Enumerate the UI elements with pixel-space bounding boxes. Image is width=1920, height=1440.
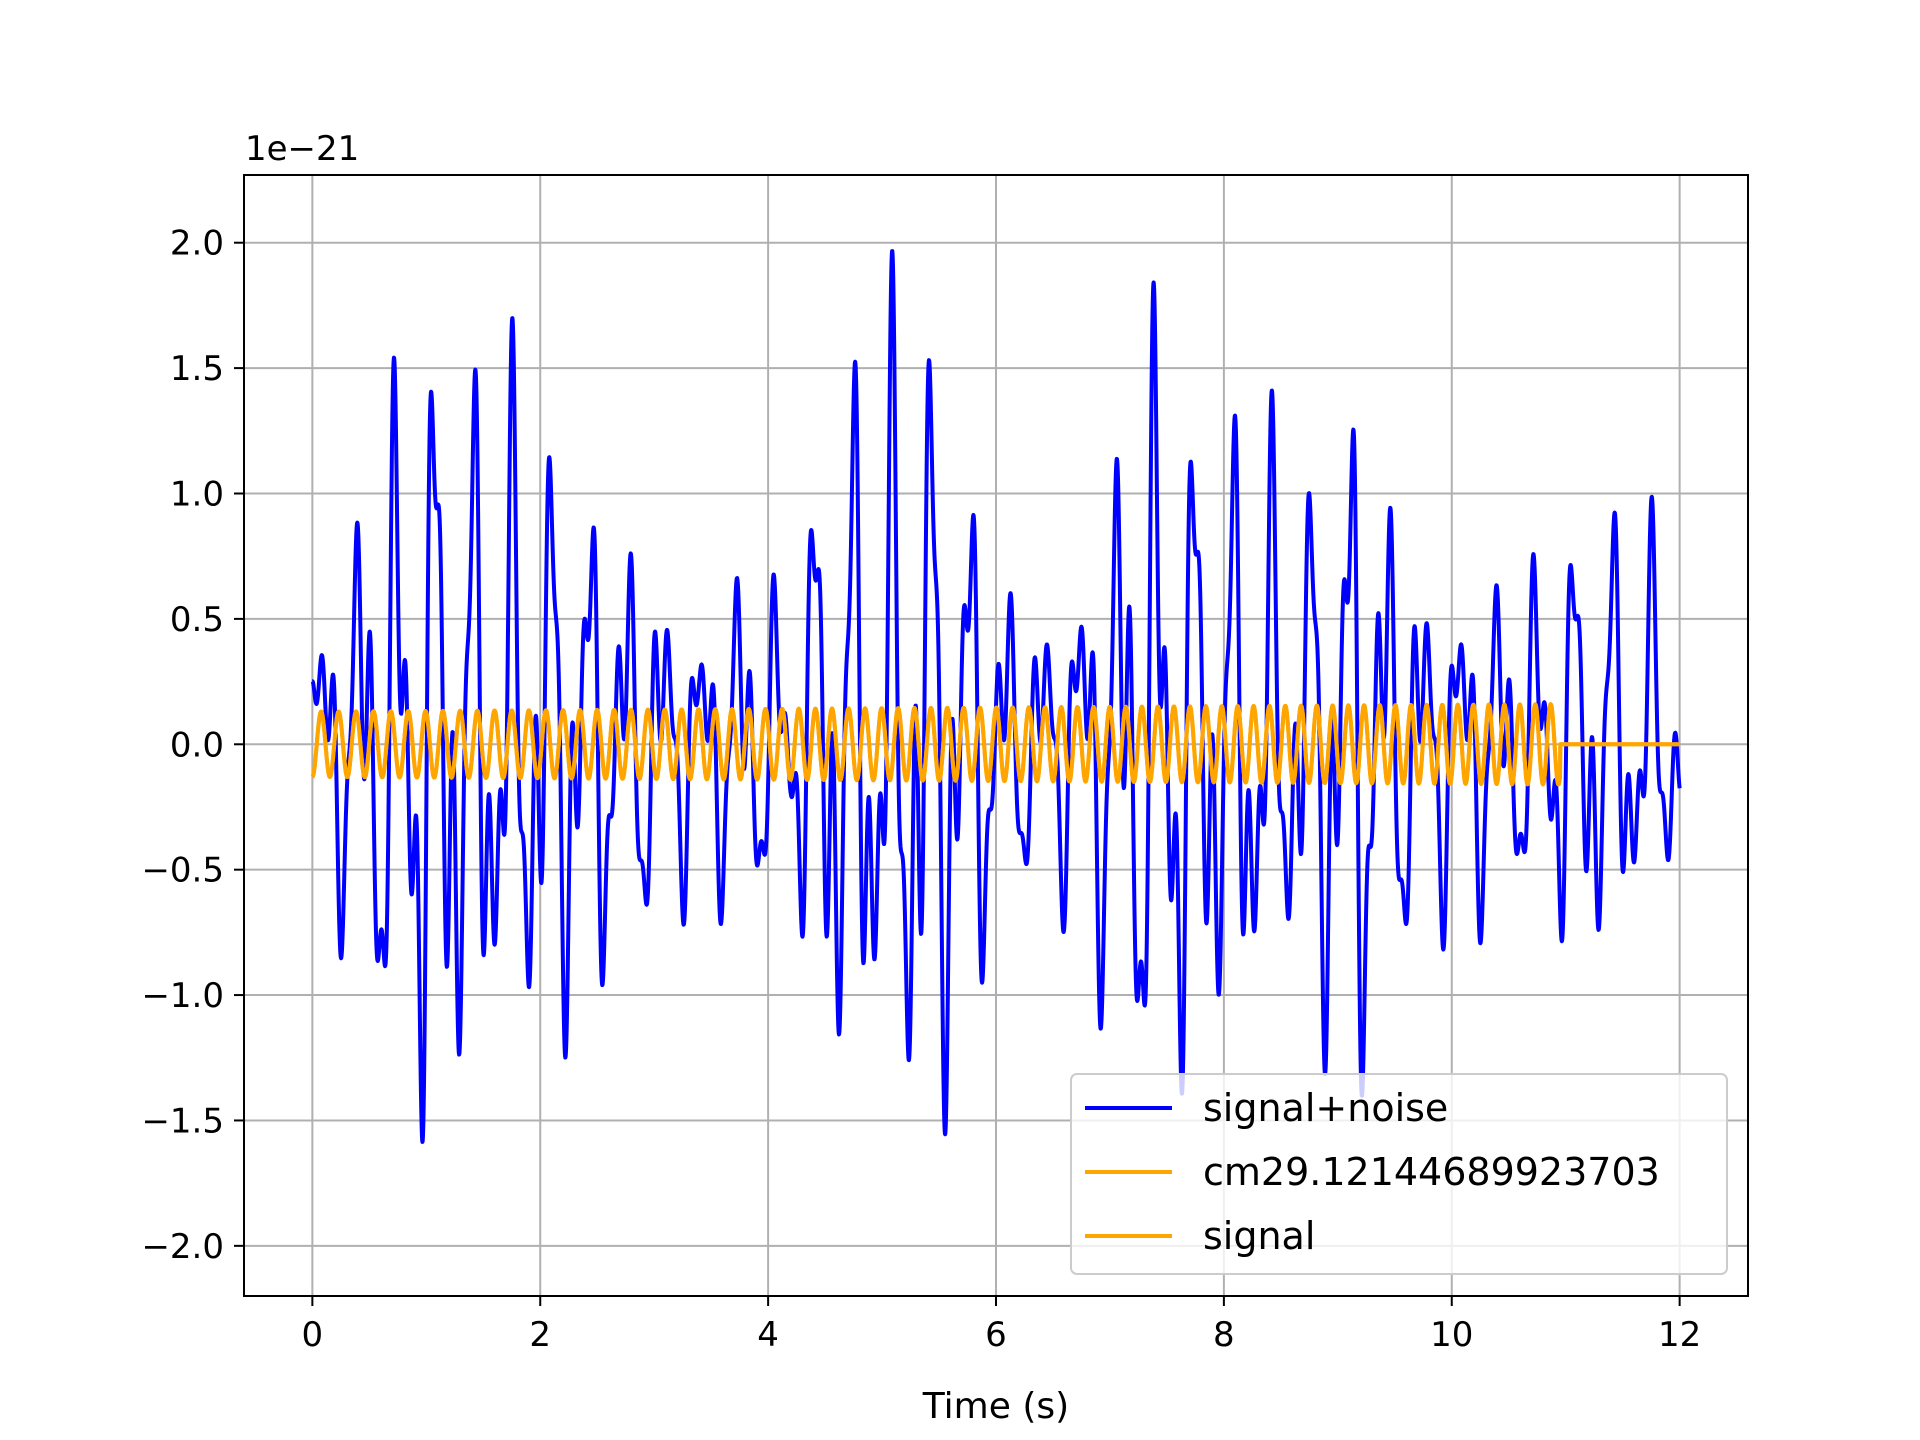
legend-box	[1070, 1073, 1728, 1275]
y-tick-label: −0.5	[141, 851, 224, 891]
x-tick-label: 8	[1213, 1315, 1235, 1355]
y-tick-label: −1.5	[141, 1101, 224, 1141]
legend: signal+noise cm29.12144689923703 signal	[1070, 1073, 1728, 1275]
legend-label-signal: signal	[1203, 1214, 1315, 1258]
x-tick-label: 12	[1658, 1315, 1701, 1355]
y-tick-label: −1.0	[141, 976, 224, 1016]
grid	[244, 175, 1748, 1296]
y-tick-label: 0.0	[170, 725, 224, 765]
x-tick-label: 2	[529, 1315, 551, 1355]
y-tick-label: 1.0	[170, 474, 224, 514]
series-layer	[310, 249, 1682, 1144]
offset-text: 1e−21	[245, 129, 359, 169]
y-tick-label: 0.5	[170, 600, 224, 640]
series-line-signal	[310, 702, 1682, 787]
legend-label-signal-noise: signal+noise	[1203, 1086, 1448, 1130]
legend-label-cm: cm29.12144689923703	[1203, 1150, 1660, 1194]
y-tick-label: 1.5	[170, 349, 224, 389]
x-axis-label: Time (s)	[922, 1386, 1069, 1427]
y-tick-label: −2.0	[141, 1227, 224, 1267]
x-tick-label: 0	[302, 1315, 324, 1355]
x-tick-label: 4	[757, 1315, 779, 1355]
x-tick-label: 10	[1430, 1315, 1473, 1355]
x-tick-label: 6	[985, 1315, 1007, 1355]
ticks: 0 2 4 6 8 10 12 −2.0 −1.5 −1.0 −0.5 0.0 0.5 1.0 1.5 2.0	[141, 224, 1701, 1355]
y-tick-label: 2.0	[170, 224, 224, 264]
